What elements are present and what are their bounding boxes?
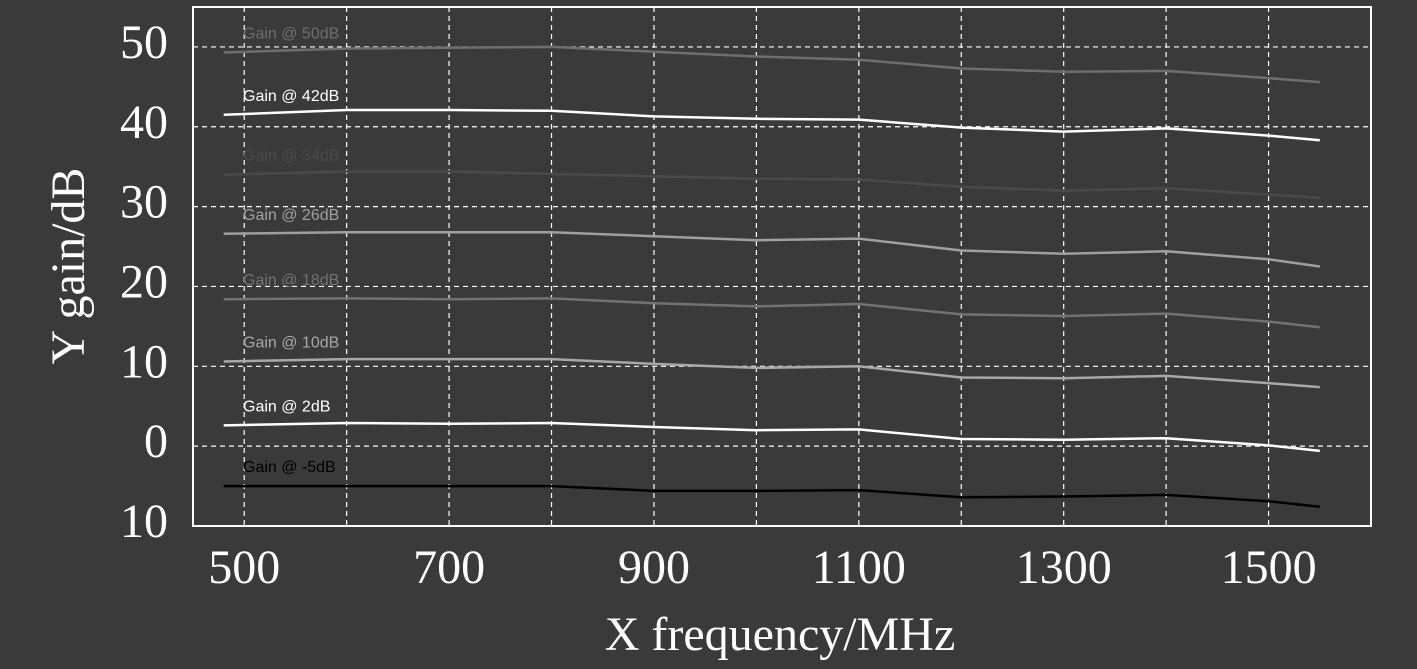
series-line: [223, 230, 1320, 268]
series-line: [223, 484, 1320, 509]
x-axis-title: X frequency/MHz: [605, 608, 956, 661]
series-line: [223, 170, 1320, 200]
series-line: [223, 45, 1320, 84]
series-line: [223, 297, 1320, 329]
series-line: [223, 108, 1320, 142]
series-line: [223, 357, 1320, 389]
series-label: Gain @ 26dB: [243, 207, 339, 224]
series-label: Gain @ 50dB: [243, 26, 339, 43]
series-label: Gain @ 42dB: [243, 88, 339, 105]
series-line: [223, 421, 1320, 453]
x-tick-label: 900: [618, 541, 690, 594]
y-tick-label: 10: [120, 495, 168, 548]
x-tick-label: 700: [413, 541, 485, 594]
x-tick-label: 500: [208, 541, 280, 594]
y-tick-label: 40: [120, 96, 168, 149]
series-label: Gain @ -5dB: [243, 459, 336, 476]
plot-area: [192, 6, 1372, 527]
y-tick-label: 0: [144, 415, 168, 468]
y-tick-label: 20: [120, 255, 168, 308]
series-label: Gain @ 34dB: [243, 148, 339, 165]
x-tick-label: 1500: [1221, 541, 1317, 594]
y-tick-label: 10: [120, 335, 168, 388]
series-label: Gain @ 10dB: [243, 335, 339, 352]
series-label: Gain @ 2dB: [243, 398, 330, 415]
y-axis-title: Y gain/dB: [42, 168, 95, 365]
x-tick-label: 1100: [812, 541, 906, 594]
series-label: Gain @ 18dB: [243, 272, 339, 289]
x-tick-label: 1300: [1016, 541, 1112, 594]
y-tick-label: 30: [120, 176, 168, 229]
y-tick-label: 50: [120, 16, 168, 69]
